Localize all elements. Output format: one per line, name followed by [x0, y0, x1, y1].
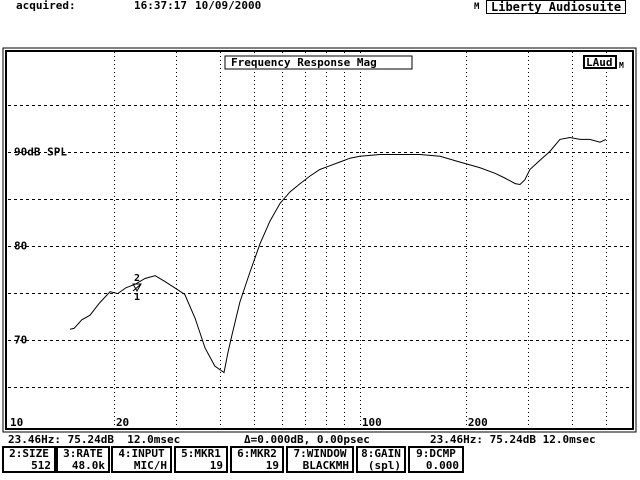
function-key-label: 3:RATE [63, 447, 103, 460]
brand-title: Liberty Audiosuite [486, 0, 627, 14]
marker-1[interactable]: 1 [134, 292, 140, 303]
function-key-label: 6:MKR2 [237, 447, 277, 460]
function-key-label: 4:INPUT [118, 447, 165, 460]
function-key-3[interactable]: 3:RATE 48.0k [56, 446, 110, 473]
cursor2-readout: 23.46Hz: 75.24dB 12.0msec [430, 433, 596, 446]
cursor1-readout: 23.46Hz: 75.24dB 12.0msec [8, 433, 181, 446]
function-key-label: 2:SIZE [9, 447, 49, 460]
function-key-value: (spl) [367, 459, 401, 472]
function-key-4[interactable]: 4:INPUT MIC/H [111, 446, 172, 473]
x-tick-label: 20 [116, 416, 129, 429]
function-key-label: 8:GAIN [361, 447, 401, 460]
marker-2[interactable]: 2 [134, 273, 140, 284]
function-key-value: 512 [31, 459, 51, 472]
badge-flag: M [619, 61, 624, 70]
laud-badge[interactable]: LAud [586, 56, 613, 69]
acquired-date: 10/09/2000 [195, 0, 262, 12]
function-key-value: BLACKMH [302, 459, 349, 472]
function-key-label: 5:MKR1 [181, 447, 221, 460]
acquired-time: 16:37:17 [134, 0, 187, 12]
function-key-label: 7:WINDOW [293, 447, 347, 460]
cursor-marker-icon[interactable] [132, 283, 142, 293]
x-tick-label: 10 [10, 416, 23, 429]
y-tick-label: 80 [14, 240, 27, 253]
function-key-value: MIC/H [133, 459, 167, 472]
laud-badge-box [583, 55, 617, 69]
delta-readout: Δ=0.000dB, 0.00psec [244, 433, 370, 446]
function-key-value: 48.0k [71, 459, 105, 472]
function-key-9[interactable]: 9:DCMP 0.000 [408, 446, 464, 473]
function-key-2[interactable]: 2:SIZE 512 [2, 446, 56, 473]
function-key-5[interactable]: 5:MKR1 19 [174, 446, 228, 473]
function-key-value: 0.000 [425, 459, 459, 472]
response-curve [69, 136, 607, 374]
function-key-6[interactable]: 6:MKR2 19 [230, 446, 284, 473]
function-key-value: 19 [209, 459, 223, 472]
plot-outer-frame [2, 47, 637, 433]
plot-title-box [224, 55, 413, 70]
function-key-label: 9:DCMP [416, 447, 456, 460]
x-tick-label: 200 [468, 416, 488, 429]
plot-title: Frequency Response Mag [231, 56, 377, 69]
m-flag: M [474, 2, 480, 12]
function-key-value: 19 [265, 459, 279, 472]
plot-frame [5, 50, 634, 430]
function-key-8[interactable]: 8:GAIN (spl) [356, 446, 406, 473]
function-key-7[interactable]: 7:WINDOW BLACKMH [286, 446, 354, 473]
acquired-label: acquired: [16, 0, 76, 12]
x-tick-label: 100 [362, 416, 382, 429]
y-tick-label: 70 [14, 334, 27, 347]
y-tick-label: 90dB SPL [14, 146, 67, 159]
